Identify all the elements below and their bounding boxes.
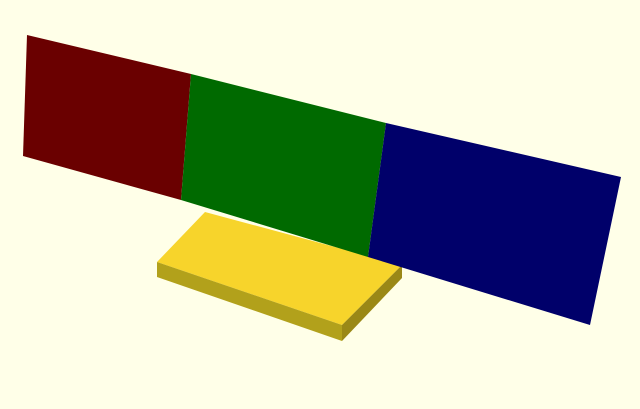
base-top-face bbox=[157, 212, 402, 325]
red-panel bbox=[23, 35, 191, 200]
base-side-face bbox=[342, 265, 402, 341]
blue-panel bbox=[368, 123, 621, 325]
green-panel bbox=[181, 74, 386, 257]
base-front-face bbox=[157, 262, 342, 341]
